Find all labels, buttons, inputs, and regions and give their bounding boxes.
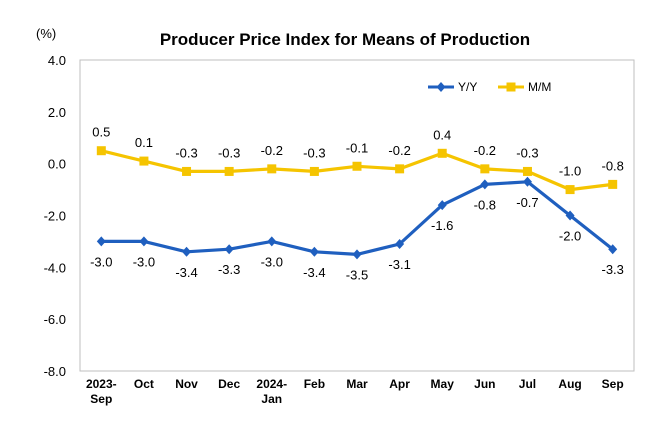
data-label: -3.0 bbox=[261, 254, 283, 269]
data-label: -3.1 bbox=[388, 257, 410, 272]
data-point bbox=[480, 164, 490, 174]
data-label: -1.6 bbox=[431, 218, 453, 233]
data-point bbox=[352, 249, 362, 260]
series-layer: 0.5 0.1 -0.3 -0.3 -0.2 -0.3 -0.1 -0.2 0.4 -0.2 -0.… bbox=[90, 125, 624, 283]
data-label: -1.0 bbox=[559, 164, 581, 179]
data-label: -0.8 bbox=[474, 197, 496, 212]
series-mm: 0.5 0.1 -0.3 -0.3 -0.2 -0.3 -0.1 -0.2 0.4 -0.2 -0.… bbox=[92, 125, 624, 195]
data-point bbox=[182, 166, 192, 176]
x-tick-label: Sep bbox=[602, 377, 624, 391]
x-tick-label: 2023- bbox=[86, 377, 117, 391]
x-tick-label: Jun bbox=[474, 377, 495, 391]
data-label: -3.4 bbox=[303, 265, 325, 280]
chart-title: Producer Price Index for Means of Produc… bbox=[160, 30, 530, 49]
data-point bbox=[267, 164, 277, 174]
x-tick-label: Sep bbox=[90, 392, 112, 406]
data-label: -0.2 bbox=[261, 143, 283, 158]
x-tick-label: 2024- bbox=[256, 377, 287, 391]
data-point bbox=[96, 146, 106, 156]
series-line bbox=[101, 180, 614, 256]
legend-marker bbox=[436, 82, 446, 92]
y-tick-label: -2.0 bbox=[44, 209, 66, 224]
legend-label: M/M bbox=[528, 80, 551, 94]
x-tick-label: Oct bbox=[134, 377, 154, 391]
data-label: -0.1 bbox=[346, 140, 368, 155]
data-point bbox=[96, 236, 106, 247]
data-point bbox=[565, 185, 575, 195]
y-tick-label: -8.0 bbox=[44, 364, 66, 379]
y-tick-label: 2.0 bbox=[48, 105, 66, 120]
y-axis: 4.0 2.0 0.0 -2.0 -4.0 -6.0 -8.0 bbox=[44, 53, 66, 379]
data-point bbox=[309, 166, 319, 176]
data-point bbox=[395, 239, 405, 250]
x-tick-label: Aug bbox=[558, 377, 581, 391]
data-label: -0.3 bbox=[516, 145, 538, 160]
plot-border bbox=[79, 59, 635, 372]
legend-item: M/M bbox=[498, 80, 551, 94]
x-tick-label: Feb bbox=[304, 377, 325, 391]
data-point bbox=[565, 210, 575, 221]
data-point bbox=[608, 244, 618, 255]
data-label: -0.7 bbox=[516, 195, 538, 210]
data-label: -0.3 bbox=[303, 145, 325, 160]
data-point bbox=[182, 246, 192, 257]
legend: Y/Y M/M bbox=[428, 80, 551, 94]
legend-label: Y/Y bbox=[458, 80, 477, 94]
data-label: -2.0 bbox=[559, 229, 581, 244]
x-tick-label: Apr bbox=[389, 377, 410, 391]
data-point bbox=[395, 164, 405, 174]
data-point bbox=[139, 156, 149, 166]
data-label: -0.3 bbox=[218, 145, 240, 160]
data-point bbox=[522, 166, 532, 176]
y-tick-label: -6.0 bbox=[44, 312, 66, 327]
data-point bbox=[437, 200, 447, 211]
data-label: -3.0 bbox=[133, 254, 155, 269]
data-point bbox=[352, 161, 362, 171]
legend-marker bbox=[506, 82, 516, 92]
data-point bbox=[139, 236, 149, 247]
data-label: -3.0 bbox=[90, 254, 112, 269]
data-label: -3.5 bbox=[346, 267, 368, 282]
data-point bbox=[480, 179, 490, 190]
data-point bbox=[522, 176, 532, 187]
data-point bbox=[224, 166, 234, 176]
data-point bbox=[608, 179, 618, 189]
data-point bbox=[224, 244, 234, 255]
x-tick-label: May bbox=[431, 377, 455, 391]
data-label: -3.3 bbox=[218, 262, 240, 277]
data-point bbox=[437, 148, 447, 158]
data-label: -0.2 bbox=[388, 143, 410, 158]
plot-area bbox=[79, 59, 635, 372]
x-tick-label: Jan bbox=[261, 392, 282, 406]
y-tick-label: 4.0 bbox=[48, 53, 66, 68]
data-label: 0.1 bbox=[135, 135, 153, 150]
x-tick-label: Mar bbox=[346, 377, 368, 391]
data-label: -0.8 bbox=[601, 158, 623, 173]
series-yy: -3.0 -3.0 -3.4 -3.3 -3.0 -3.4 -3.5 -3.1 -1.6 -0.8… bbox=[90, 176, 624, 282]
data-label: -3.4 bbox=[175, 265, 197, 280]
data-point bbox=[267, 236, 277, 247]
x-tick-label: Jul bbox=[519, 377, 536, 391]
y-unit-label: (%) bbox=[36, 26, 56, 41]
legend-item: Y/Y bbox=[428, 80, 477, 94]
y-tick-label: -4.0 bbox=[44, 260, 66, 275]
x-tick-label: Nov bbox=[175, 377, 198, 391]
data-label: -3.3 bbox=[601, 262, 623, 277]
data-point bbox=[309, 246, 319, 257]
data-label: 0.4 bbox=[433, 127, 451, 142]
data-label: -0.2 bbox=[474, 143, 496, 158]
data-label: -0.3 bbox=[175, 145, 197, 160]
x-tick-label: Dec bbox=[218, 377, 240, 391]
data-label: 0.5 bbox=[92, 125, 110, 140]
y-tick-label: 0.0 bbox=[48, 157, 66, 172]
